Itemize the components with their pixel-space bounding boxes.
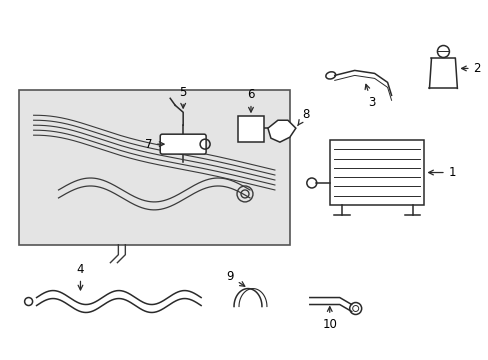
Text: 3: 3: [365, 84, 375, 109]
Text: 9: 9: [226, 270, 244, 286]
Text: 7: 7: [144, 138, 163, 150]
Text: 8: 8: [297, 108, 309, 126]
Text: 1: 1: [428, 166, 455, 179]
Bar: [329, 140, 424, 205]
FancyBboxPatch shape: [160, 134, 205, 154]
Text: 2: 2: [461, 62, 480, 75]
Bar: [238, 116, 264, 142]
Text: 10: 10: [322, 307, 337, 331]
Text: 6: 6: [247, 88, 254, 112]
Bar: [19, 90, 289, 245]
Text: 5: 5: [179, 86, 186, 108]
Polygon shape: [267, 120, 295, 142]
Text: 4: 4: [77, 263, 84, 290]
